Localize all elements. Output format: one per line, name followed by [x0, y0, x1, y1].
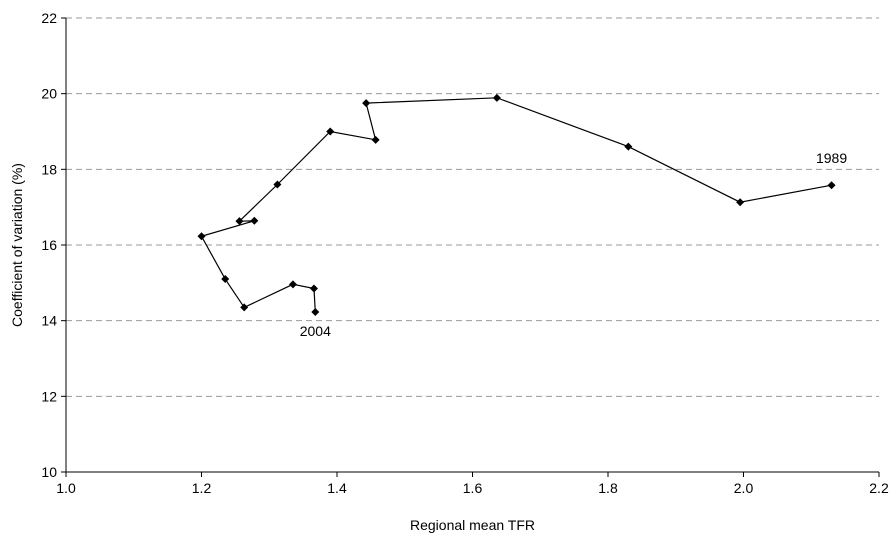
- data-point-14: [309, 284, 318, 293]
- annotation-1989: 1989: [816, 150, 847, 166]
- data-point-6: [326, 127, 335, 136]
- data-point-10: [197, 232, 206, 241]
- data-point-9: [250, 216, 259, 225]
- x-tick-label-1: 1.2: [192, 480, 212, 496]
- y-tick-label-5: 20: [41, 86, 57, 102]
- x-tick-label-3: 1.6: [463, 480, 483, 496]
- data-point-15: [311, 307, 320, 316]
- y-tick-label-3: 16: [41, 237, 57, 253]
- data-point-2: [624, 142, 633, 151]
- x-tick-label-6: 2.2: [869, 480, 889, 496]
- data-point-5: [371, 135, 380, 144]
- annotation-2004: 2004: [300, 323, 331, 339]
- x-tick-label-5: 2.0: [734, 480, 754, 496]
- data-point-7: [273, 180, 282, 189]
- x-tick-label-4: 1.8: [598, 480, 618, 496]
- y-tick-label-4: 18: [41, 161, 57, 177]
- axes: [61, 17, 880, 477]
- annotations: 1989 2004: [300, 150, 848, 339]
- y-tick-label-0: 10: [41, 464, 57, 480]
- data-point-1: [736, 198, 745, 207]
- data-point-8: [235, 217, 244, 226]
- y-tick-label-6: 22: [41, 10, 57, 26]
- y-tick-label-1: 12: [41, 388, 57, 404]
- x-tick-label-2: 1.4: [327, 480, 347, 496]
- data-point-3: [492, 93, 501, 102]
- data-series: [197, 93, 836, 316]
- x-tick-label-0: 1.0: [56, 480, 76, 496]
- tick-labels: 10 12 14 16 18 20 22 1.0 1.2 1.4 1.6 1.8 2.0 2.2: [41, 10, 889, 496]
- x-axis-title: Regional mean TFR: [410, 517, 535, 533]
- data-point-13: [288, 280, 297, 289]
- data-point-12: [240, 303, 249, 312]
- series-line-0: [200, 97, 832, 313]
- data-point-0: [827, 181, 836, 190]
- y-tick-label-2: 14: [41, 313, 57, 329]
- y-axis-title: Coefficient of variation (%): [9, 163, 25, 327]
- data-point-4: [362, 99, 371, 108]
- gridlines: [66, 17, 879, 397]
- data-point-11: [221, 275, 230, 284]
